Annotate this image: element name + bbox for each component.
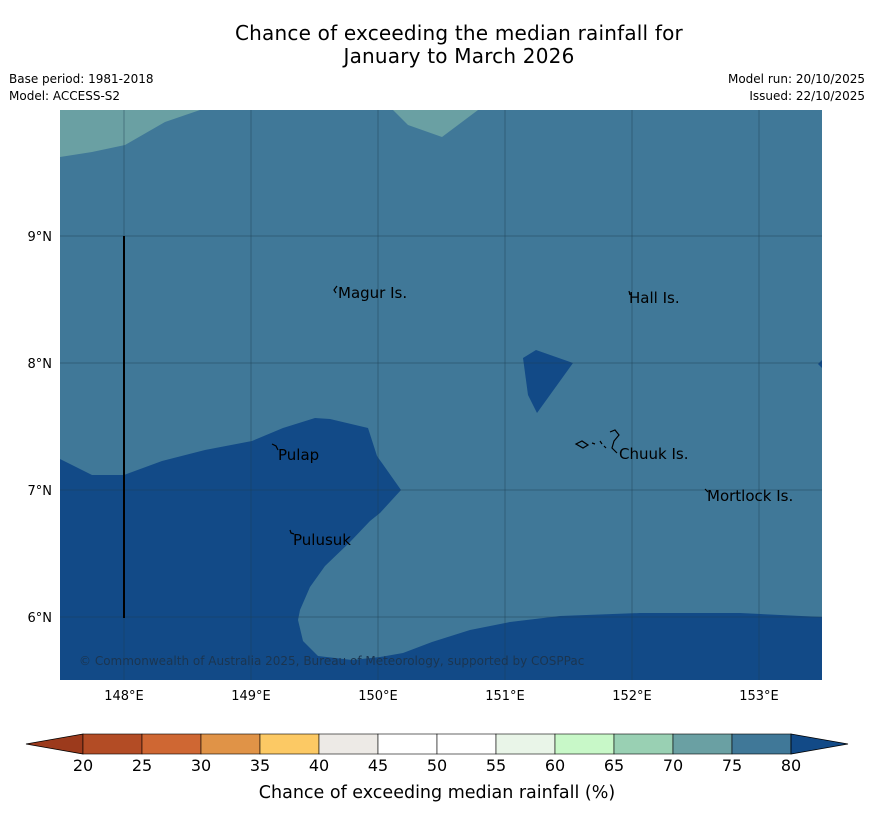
colorbar-swatch-25-30 (141, 733, 202, 755)
pulap-island-outline (271, 443, 279, 451)
colorbar-tick-40: 40 (309, 756, 329, 775)
colorbar-tick-65: 65 (604, 756, 624, 775)
band-80-west (60, 418, 822, 680)
title-line-2: January to March 2026 (343, 44, 575, 68)
lon-tick-152e: 152°E (612, 689, 652, 704)
meta-left: Base period: 1981-2018 Model: ACCESS-S2 (9, 71, 154, 105)
colorbar-tick-30: 30 (191, 756, 211, 775)
lon-tick-148e: 148°E (104, 689, 144, 704)
colorbar-swatch-70-75 (672, 733, 733, 755)
copyright-note: © Commonwealth of Australia 2025, Bureau… (79, 654, 584, 668)
model-run: Model run: 20/10/2025 (727, 72, 865, 86)
band-80-edge-right (818, 360, 822, 368)
colorbar-tick-35: 35 (250, 756, 270, 775)
base-period: Base period: 1981-2018 (9, 72, 154, 86)
lat-tick-8n: 8°N (28, 357, 53, 372)
band-80-patch (523, 350, 573, 413)
colorbar-swatch-35-40 (259, 733, 320, 755)
colorbar-title: Chance of exceeding median rainfall (%) (259, 783, 615, 803)
band-70-75-top-left (60, 110, 200, 157)
colorbar-tick-50: 50 (427, 756, 447, 775)
meta-right: Model run: 20/10/2025 Issued: 22/10/2025 (728, 71, 865, 105)
gridlines (60, 110, 822, 680)
hall-island-outline (628, 290, 631, 296)
place-label-pulap: Pulap (278, 446, 319, 464)
colorbar-swatch-55-60 (495, 733, 556, 755)
colorbar-swatch-30-35 (200, 733, 261, 755)
colorbar-tick-80: 80 (781, 756, 801, 775)
model-name: Model: ACCESS-S2 (9, 89, 121, 103)
colorbar-swatch-60-65 (554, 733, 615, 755)
colorbar-swatch-50-55 (436, 733, 497, 755)
colorbar-legend: 20 25 30 35 40 45 50 55 60 65 70 75 80 (25, 733, 849, 775)
colorbar-swatch-45-50 (377, 733, 438, 755)
colorbar-swatch-20-25 (82, 733, 143, 755)
colorbar-swatch-75-80 (731, 733, 792, 755)
place-label-pulusuk: Pulusuk (293, 531, 351, 549)
colorbar-extend-low (25, 733, 84, 755)
place-label-hall: Hall Is. (629, 289, 680, 307)
band-70-75-top-center (393, 110, 478, 137)
place-label-chuuk: Chuuk Is. (619, 445, 688, 463)
map-area[interactable]: Magur Is. Hall Is. Pulap Chuuk Is. Mortl… (60, 110, 822, 680)
lat-tick-7n: 7°N (28, 484, 53, 499)
title-line-1: Chance of exceeding the median rainfall … (235, 21, 683, 45)
lat-tick-9n: 9°N (28, 230, 53, 245)
mortlock-island-outline (704, 488, 709, 493)
pulusuk-island-outline (289, 529, 295, 535)
magur-island-outline (333, 285, 338, 294)
colorbar-tick-75: 75 (722, 756, 742, 775)
lon-tick-150e: 150°E (358, 689, 398, 704)
island-outlines (271, 285, 709, 535)
colorbar-tick-60: 60 (545, 756, 565, 775)
lat-tick-6n: 6°N (28, 611, 53, 626)
colorbar-swatch-40-45 (318, 733, 379, 755)
place-label-magur: Magur Is. (338, 284, 407, 302)
colorbar-tick-45: 45 (368, 756, 388, 775)
longitude-ticks: 148°E 149°E 150°E 151°E 152°E 153°E (104, 689, 779, 704)
colorbar-tick-20: 20 (73, 756, 93, 775)
colorbar-tick-55: 55 (486, 756, 506, 775)
colorbar-tick-70: 70 (663, 756, 683, 775)
place-label-mortlock: Mortlock Is. (707, 487, 793, 505)
issued-date: Issued: 22/10/2025 (749, 89, 865, 103)
latitude-ticks: 9°N 8°N 7°N 6°N (28, 230, 53, 626)
chuuk-lagoon-outline (574, 429, 620, 454)
map-title: Chance of exceeding the median rainfall … (0, 22, 873, 68)
colorbar-tick-25: 25 (132, 756, 152, 775)
colorbar-swatch-65-70 (613, 733, 674, 755)
lon-tick-153e: 153°E (739, 689, 779, 704)
colorbar-extend-high (790, 733, 849, 755)
lon-tick-149e: 149°E (231, 689, 271, 704)
lon-tick-151e: 151°E (485, 689, 525, 704)
